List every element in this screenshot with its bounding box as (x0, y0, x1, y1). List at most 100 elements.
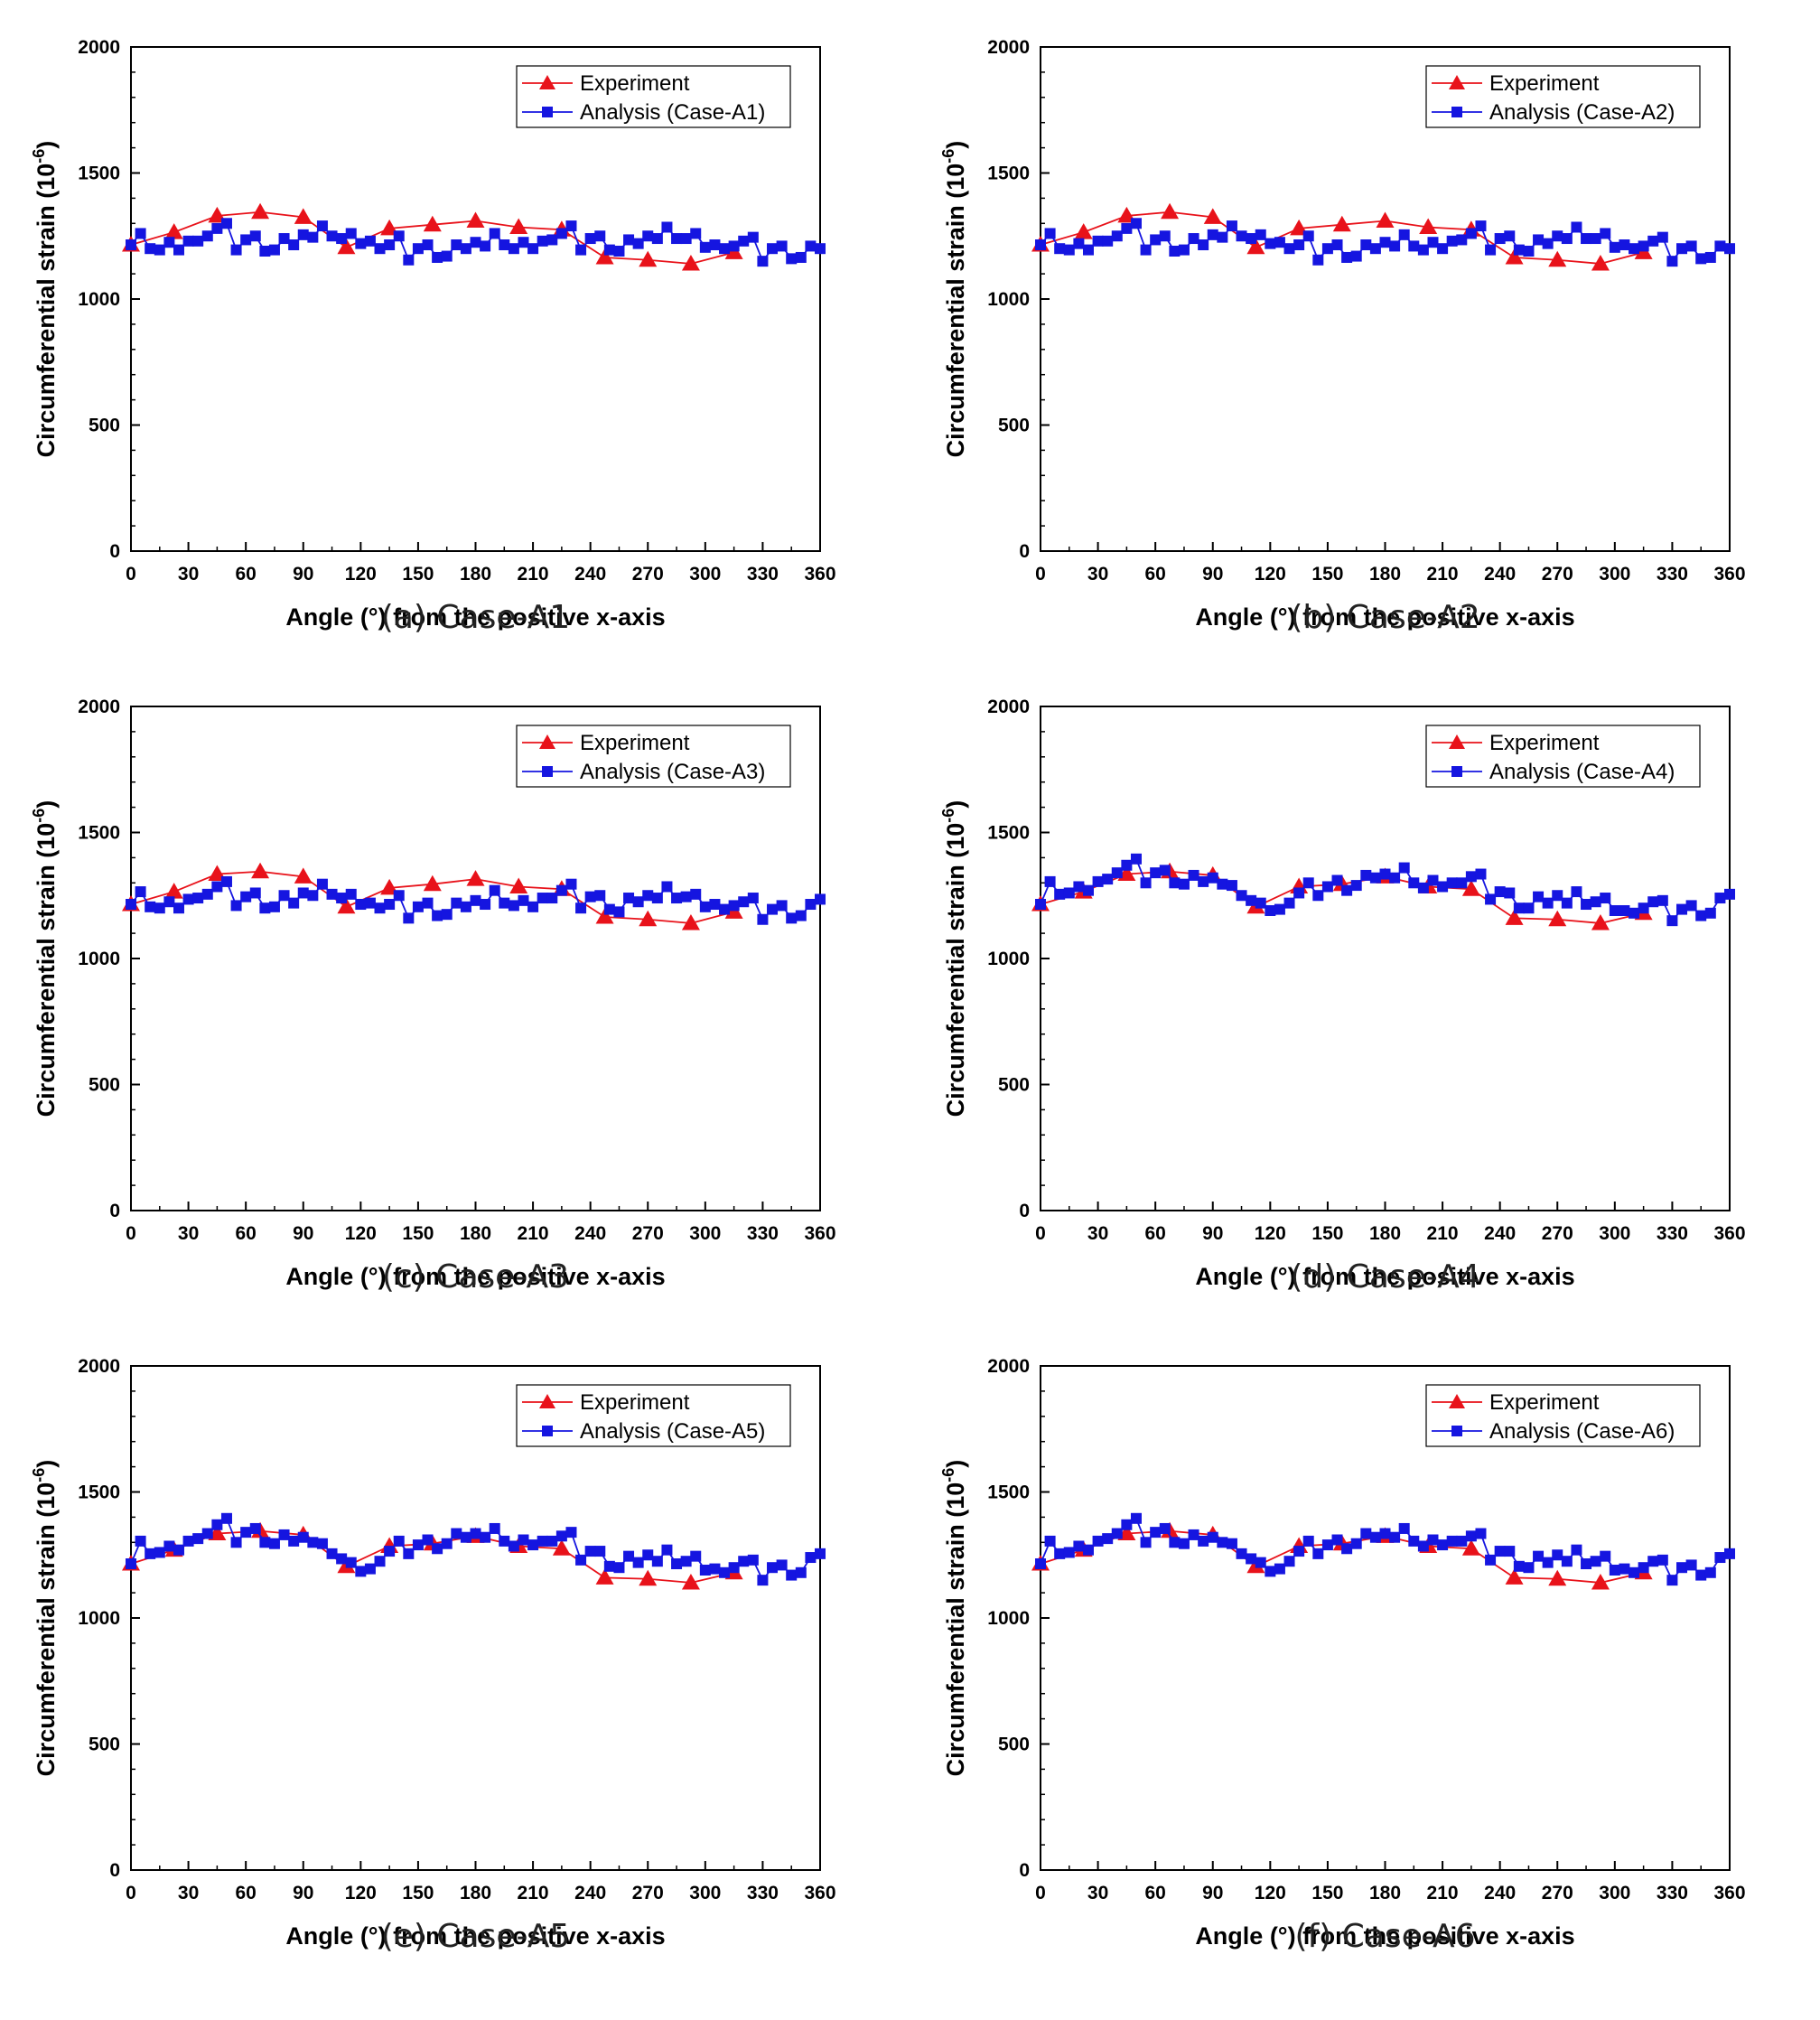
analysis-point (1581, 899, 1592, 911)
experiment-point (466, 870, 485, 886)
analysis-point (1446, 877, 1458, 889)
analysis-point (1369, 1531, 1381, 1543)
analysis-point (1341, 1543, 1353, 1555)
analysis-point (1695, 1569, 1707, 1581)
analysis-point (1102, 1533, 1114, 1545)
analysis-point (211, 1519, 223, 1530)
experiment-point (1548, 250, 1567, 267)
analysis-point (1312, 890, 1324, 902)
x-tick-label: 180 (460, 1883, 491, 1903)
y-tick-label: 1500 (987, 164, 1030, 184)
analysis-point (776, 1559, 788, 1571)
analysis-point (268, 901, 280, 912)
analysis-point (1552, 1549, 1563, 1561)
analysis-point (230, 244, 242, 256)
analysis-point (1321, 881, 1333, 893)
analysis-point (1150, 867, 1162, 879)
experiment-point (423, 215, 442, 232)
x-tick-label: 210 (1427, 1223, 1459, 1244)
analysis-point (1619, 904, 1630, 916)
analysis-point (1533, 234, 1545, 246)
analysis-point (1082, 1544, 1094, 1556)
x-tick-label: 300 (689, 1883, 721, 1903)
analysis-point (776, 900, 788, 912)
panel-caption: (f) Case-A6 (1294, 1918, 1475, 1955)
experiment-point (1591, 913, 1610, 931)
analysis-point (1657, 1554, 1668, 1566)
analysis-point (508, 243, 519, 255)
analysis-point (1561, 233, 1573, 245)
y-axis-title-close: ) (33, 1460, 60, 1468)
analysis-point (1398, 862, 1410, 874)
analysis-point (815, 243, 826, 255)
analysis-point (719, 243, 731, 255)
analysis-point (1533, 891, 1545, 902)
x-tick-label: 120 (345, 564, 377, 584)
analysis-point (671, 893, 683, 904)
analysis-point (480, 899, 491, 911)
x-axis-title: Angle (°) from the positive x-axis (1195, 603, 1574, 631)
analysis-point (747, 231, 759, 243)
analysis-point (1188, 1529, 1199, 1540)
analysis-point (546, 893, 558, 904)
y-tick-label: 1000 (78, 1608, 120, 1629)
analysis-point (728, 240, 740, 252)
y-axis-title-main: Circumferential strain (10 (942, 164, 969, 458)
y-axis-title-exponent: -6 (30, 1468, 48, 1482)
x-tick-label: 120 (345, 1883, 377, 1903)
analysis-point (1236, 230, 1247, 242)
legend-label: Experiment (1489, 71, 1600, 96)
analysis-point (1647, 1556, 1659, 1567)
analysis-point (1169, 877, 1181, 889)
panel-caption: (d) Case-A4 (1290, 1258, 1479, 1295)
analysis-point (278, 890, 290, 902)
x-tick-label: 150 (1311, 564, 1343, 584)
x-tick-label: 30 (178, 1883, 199, 1903)
analysis-point (795, 251, 807, 263)
analysis-point (1600, 228, 1611, 239)
analysis-point (1274, 1563, 1285, 1575)
analysis-point (154, 244, 165, 256)
analysis-point (259, 902, 271, 914)
y-tick-label: 1000 (987, 289, 1030, 310)
legend-marker (1449, 734, 1465, 749)
analysis-point (259, 245, 271, 257)
analysis-point (1207, 229, 1218, 240)
y-axis-title-close: ) (942, 1460, 969, 1468)
y-axis-title: Circumferential strain (10-6) (30, 141, 60, 458)
chart-panel: 0 30 60 90 120 150 180 210 240 270 300 330 360 0 500 10… (910, 0, 1819, 659)
analysis-point (451, 1528, 462, 1539)
x-tick-label: 180 (1369, 1223, 1401, 1244)
experiment-point (1591, 1573, 1610, 1590)
experiment-point (681, 1573, 700, 1590)
analysis-point (230, 1537, 242, 1548)
analysis-point (728, 1562, 740, 1574)
experiment-point (1548, 910, 1567, 927)
analysis-point (364, 897, 376, 909)
analysis-point (1044, 228, 1056, 239)
analysis-point (738, 1556, 750, 1567)
experiment-point (1332, 215, 1351, 232)
legend-marker (1449, 75, 1465, 89)
y-tick-label: 1000 (987, 1608, 1030, 1629)
chart-svg: 0 30 60 90 120 150 180 210 240 270 300 330 360 0 500 10… (30, 1356, 836, 1955)
analysis-point (1265, 238, 1276, 249)
analysis-point (1571, 221, 1582, 233)
analysis-point (661, 1544, 673, 1556)
analysis-point (441, 250, 453, 262)
analysis-point (1331, 239, 1343, 251)
analysis-point (1331, 874, 1343, 886)
analysis-point (1552, 890, 1563, 902)
x-tick-label: 240 (574, 564, 606, 584)
analysis-point (1369, 872, 1381, 884)
analysis-point (671, 1558, 683, 1570)
analysis-point (699, 241, 711, 253)
analysis-point (499, 239, 510, 251)
analysis-point (182, 235, 194, 247)
x-tick-label: 240 (1484, 564, 1516, 584)
analysis-point (384, 1546, 396, 1557)
analysis-point (1523, 902, 1535, 914)
analysis-point (1494, 1546, 1506, 1557)
analysis-point (1561, 897, 1573, 909)
legend: Experiment Analysis (Case-A2) (1425, 65, 1701, 128)
